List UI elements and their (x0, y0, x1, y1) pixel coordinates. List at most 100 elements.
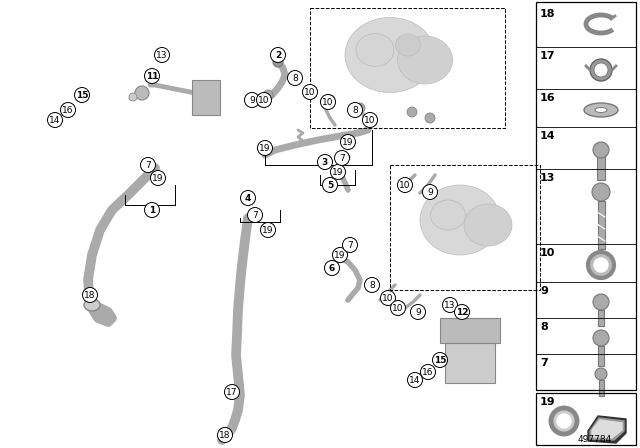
Ellipse shape (356, 34, 394, 66)
Text: 5: 5 (327, 181, 333, 190)
Bar (192, 80, 220, 115)
Text: 10: 10 (392, 303, 404, 313)
Circle shape (273, 57, 283, 67)
Circle shape (145, 69, 159, 83)
Circle shape (150, 171, 166, 185)
Ellipse shape (595, 108, 607, 112)
Circle shape (83, 288, 97, 302)
Text: 18: 18 (540, 9, 556, 19)
Circle shape (397, 177, 413, 193)
Text: 1: 1 (149, 206, 155, 215)
Circle shape (342, 237, 358, 253)
Circle shape (365, 277, 380, 293)
Bar (598, 201, 605, 249)
Text: 19: 19 (152, 173, 164, 182)
Circle shape (263, 90, 273, 100)
Circle shape (317, 155, 333, 169)
Circle shape (588, 252, 614, 278)
Circle shape (303, 85, 317, 99)
Circle shape (390, 301, 406, 315)
Circle shape (330, 164, 346, 180)
Circle shape (420, 365, 435, 379)
Circle shape (141, 158, 156, 172)
Circle shape (593, 330, 609, 346)
Text: 17: 17 (227, 388, 237, 396)
Circle shape (442, 297, 458, 313)
Circle shape (325, 95, 335, 105)
Circle shape (248, 207, 262, 223)
Text: 2: 2 (275, 51, 281, 60)
Text: 19: 19 (259, 143, 271, 152)
Text: 3: 3 (322, 158, 328, 167)
Text: 19: 19 (540, 397, 556, 407)
Polygon shape (588, 416, 626, 443)
Circle shape (590, 59, 612, 81)
Text: 17: 17 (540, 51, 556, 61)
Circle shape (551, 408, 577, 434)
Circle shape (592, 183, 610, 201)
Circle shape (218, 427, 232, 443)
Text: 10: 10 (323, 98, 333, 107)
Text: 15: 15 (76, 90, 88, 99)
Polygon shape (592, 420, 622, 438)
Bar (445, 343, 495, 383)
Text: 7: 7 (347, 241, 353, 250)
Text: 13: 13 (156, 51, 168, 60)
Bar (536, 2, 636, 390)
Ellipse shape (431, 200, 465, 230)
Bar (598, 346, 604, 366)
Text: 10: 10 (540, 248, 556, 258)
Circle shape (244, 92, 259, 108)
Text: 11: 11 (146, 72, 158, 81)
Bar (390, 165, 540, 290)
Text: 15: 15 (434, 356, 446, 365)
Circle shape (129, 93, 137, 101)
Circle shape (145, 202, 159, 217)
Circle shape (422, 185, 438, 199)
Circle shape (595, 368, 607, 380)
Circle shape (408, 372, 422, 388)
Circle shape (362, 112, 378, 128)
Circle shape (433, 353, 447, 367)
Circle shape (593, 294, 609, 310)
Text: 14: 14 (410, 375, 420, 384)
Ellipse shape (420, 185, 500, 255)
Text: 7: 7 (145, 160, 151, 169)
Circle shape (260, 95, 270, 105)
Text: 7: 7 (252, 211, 258, 220)
Circle shape (323, 177, 337, 193)
Text: 8: 8 (540, 322, 548, 332)
Circle shape (594, 63, 608, 77)
Text: 13: 13 (540, 173, 556, 183)
Text: 8: 8 (352, 105, 358, 115)
Ellipse shape (396, 34, 420, 56)
Text: 13: 13 (444, 301, 456, 310)
Bar (597, 152, 605, 180)
Circle shape (333, 247, 348, 263)
Circle shape (271, 47, 285, 63)
Circle shape (260, 223, 275, 237)
Circle shape (61, 103, 76, 117)
Text: 14: 14 (49, 116, 61, 125)
Circle shape (594, 258, 608, 272)
Text: 19: 19 (334, 250, 346, 259)
Polygon shape (590, 418, 624, 440)
Circle shape (593, 142, 609, 158)
Ellipse shape (397, 36, 452, 84)
Circle shape (335, 151, 349, 165)
Text: 19: 19 (342, 138, 354, 146)
Text: 16: 16 (540, 93, 556, 103)
Text: 10: 10 (382, 293, 394, 302)
Circle shape (340, 134, 355, 150)
Circle shape (287, 70, 303, 86)
Text: 16: 16 (62, 105, 74, 115)
Circle shape (257, 97, 267, 107)
Text: 9: 9 (427, 188, 433, 197)
Text: 10: 10 (399, 181, 411, 190)
Text: 497784: 497784 (578, 435, 612, 444)
Ellipse shape (84, 299, 100, 311)
Circle shape (47, 112, 63, 128)
Circle shape (348, 103, 362, 117)
Circle shape (321, 95, 335, 109)
Circle shape (381, 290, 396, 306)
